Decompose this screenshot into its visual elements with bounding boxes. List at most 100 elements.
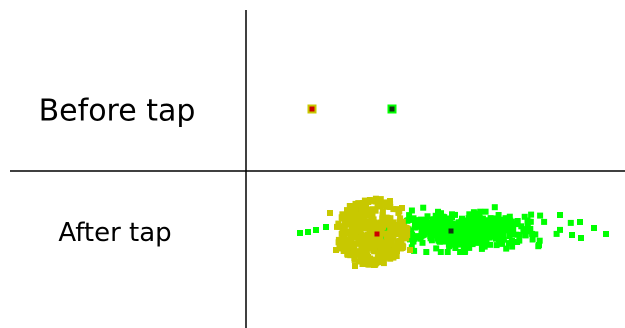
yellow-particle xyxy=(387,215,394,222)
yellow-particle xyxy=(354,219,361,226)
green-particle xyxy=(493,242,500,249)
yellow-particle xyxy=(377,245,384,252)
green-particle xyxy=(423,216,430,223)
yellow-particle xyxy=(374,198,381,205)
green-particle xyxy=(525,218,532,225)
green-particle xyxy=(444,249,451,255)
yellow-particle xyxy=(382,242,389,248)
before-red-marker xyxy=(309,106,315,112)
yellow-particle xyxy=(358,245,365,252)
yellow-particle xyxy=(359,261,366,267)
green-particle xyxy=(452,232,459,239)
yellow-particle xyxy=(407,247,413,253)
green-particle xyxy=(522,226,528,233)
green-particle xyxy=(521,213,528,220)
green-particle xyxy=(323,224,329,230)
green-particle xyxy=(484,234,491,241)
green-particle xyxy=(427,222,434,229)
green-particle xyxy=(567,219,574,226)
green-particle xyxy=(480,218,486,225)
green-particle xyxy=(493,235,499,242)
green-particle xyxy=(486,230,493,237)
green-particle xyxy=(514,239,521,245)
yellow-particle xyxy=(366,211,373,218)
yellow-particle xyxy=(352,263,358,269)
yellow-particle xyxy=(363,232,370,239)
yellow-particle xyxy=(371,219,378,226)
green-particle xyxy=(462,218,469,225)
yellow-particle xyxy=(340,228,346,235)
yellow-particle xyxy=(353,251,360,258)
green-particle xyxy=(453,228,460,235)
yellow-particle xyxy=(352,207,359,214)
green-particle xyxy=(522,232,529,239)
yellow-particle xyxy=(355,258,362,265)
green-particle xyxy=(577,219,583,225)
yellow-particle xyxy=(376,236,383,243)
yellow-particle xyxy=(398,239,405,246)
green-particle xyxy=(408,207,415,214)
green-particle xyxy=(475,231,482,238)
green-particle xyxy=(452,211,458,218)
yellow-particle xyxy=(388,237,395,244)
green-particle xyxy=(506,223,513,230)
green-particle xyxy=(541,218,548,225)
green-particle xyxy=(513,231,520,238)
green-particle xyxy=(578,235,584,241)
green-particle xyxy=(405,217,412,224)
yellow-particle xyxy=(394,238,401,245)
green-particle xyxy=(436,212,443,219)
green-particle xyxy=(474,217,480,224)
green-particle xyxy=(313,227,319,233)
yellow-particle xyxy=(351,255,358,261)
green-particle xyxy=(557,226,563,233)
green-particle xyxy=(472,227,478,234)
yellow-particle xyxy=(370,237,376,244)
green-particle xyxy=(466,229,473,236)
yellow-particle xyxy=(343,216,350,223)
green-particle xyxy=(481,242,487,249)
yellow-particle xyxy=(366,227,373,234)
yellow-particle xyxy=(399,205,405,211)
yellow-particle xyxy=(348,217,354,224)
green-particle xyxy=(436,218,443,225)
yellow-particle xyxy=(344,243,351,250)
green-particle xyxy=(466,244,473,251)
green-particle xyxy=(487,241,493,248)
green-particle xyxy=(440,219,447,226)
yellow-particle xyxy=(358,231,364,238)
green-particle xyxy=(510,231,517,238)
green-particle xyxy=(430,228,437,235)
yellow-particle xyxy=(373,228,380,234)
green-particle xyxy=(430,222,437,229)
yellow-particle xyxy=(344,207,350,214)
yellow-particle xyxy=(362,212,369,219)
green-particle xyxy=(502,215,509,222)
after-tap-label: After tap xyxy=(58,218,172,248)
green-particle xyxy=(437,249,444,255)
before-dark-marker xyxy=(389,106,395,112)
green-particle xyxy=(460,244,467,251)
green-particle xyxy=(462,247,469,254)
green-particle xyxy=(487,215,494,222)
green-particle xyxy=(479,215,486,222)
green-particle xyxy=(505,240,512,247)
yellow-particle xyxy=(387,225,394,232)
yellow-particle xyxy=(358,205,365,212)
green-particle xyxy=(452,245,459,251)
yellow-particle xyxy=(391,244,398,250)
green-particle xyxy=(506,213,513,220)
green-particle xyxy=(528,211,535,218)
yellow-particle xyxy=(352,226,359,233)
green-particle xyxy=(516,231,523,238)
green-particle xyxy=(495,212,502,218)
yellow-particle xyxy=(386,252,393,259)
yellow-particle xyxy=(340,236,347,243)
yellow-particle xyxy=(383,214,390,221)
green-particle xyxy=(406,212,413,219)
green-particle xyxy=(537,212,544,219)
yellow-particle xyxy=(370,246,377,253)
yellow-particle xyxy=(380,260,387,267)
green-particle xyxy=(591,225,597,231)
green-particle xyxy=(424,213,431,220)
